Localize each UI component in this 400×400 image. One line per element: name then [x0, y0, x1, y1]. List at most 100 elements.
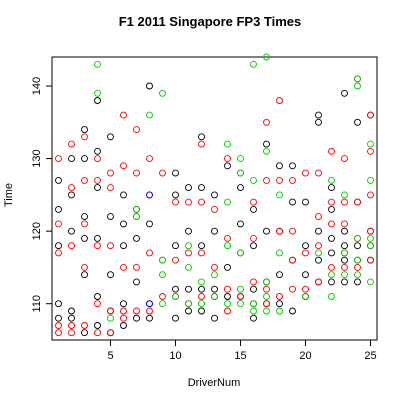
data-point [302, 285, 309, 293]
data-point [146, 191, 153, 199]
data-point [94, 60, 101, 68]
data-point [185, 227, 192, 235]
data-point [328, 249, 335, 257]
data-point [315, 242, 322, 250]
data-point [81, 126, 88, 134]
data-point [341, 191, 348, 199]
data-point [172, 256, 179, 264]
data-point [263, 118, 270, 126]
data-point [341, 89, 348, 97]
data-point [289, 176, 296, 184]
data-point [315, 111, 322, 119]
data-point [94, 234, 101, 242]
data-point [198, 293, 205, 300]
data-point [263, 140, 270, 148]
data-point [315, 118, 322, 126]
data-point [237, 249, 244, 257]
x-axis-label: DriverNum [188, 377, 241, 389]
data-point [159, 169, 166, 177]
data-point [302, 198, 309, 206]
data-point [185, 263, 192, 271]
data-point [237, 155, 244, 163]
x-tick-label: 15 [234, 350, 246, 362]
data-point [237, 184, 244, 192]
data-point [55, 314, 62, 322]
data-point [328, 147, 335, 155]
data-point [276, 191, 283, 199]
data-point [172, 293, 179, 300]
data-point [185, 300, 192, 308]
data-point [68, 227, 75, 235]
data-point [172, 191, 179, 199]
data-point [315, 169, 322, 177]
data-point [198, 133, 205, 141]
data-points [55, 53, 374, 337]
data-point [354, 118, 361, 126]
data-point [237, 285, 244, 293]
data-point [315, 213, 322, 221]
data-point [120, 322, 127, 329]
data-point [289, 198, 296, 206]
data-point [68, 307, 75, 315]
data-point [55, 322, 62, 329]
data-point [94, 176, 101, 184]
data-point [354, 198, 361, 206]
data-point [133, 213, 140, 221]
data-point [159, 89, 166, 97]
data-point [341, 263, 348, 271]
data-point [185, 249, 192, 257]
data-point [224, 285, 231, 293]
data-point [224, 263, 231, 271]
data-point [263, 293, 270, 300]
data-point [237, 293, 244, 300]
data-point [68, 242, 75, 250]
data-point [276, 307, 283, 315]
data-point [55, 155, 62, 163]
data-point [211, 205, 218, 213]
data-point [302, 293, 309, 300]
data-point [120, 111, 127, 119]
data-point [354, 234, 361, 242]
data-point [276, 300, 283, 308]
data-point [120, 307, 127, 315]
data-point [146, 82, 153, 90]
data-point [198, 278, 205, 286]
data-point [81, 263, 88, 271]
data-point [328, 184, 335, 192]
y-axis: 110 120 130 140 [31, 77, 53, 312]
data-point [81, 176, 88, 184]
data-point [250, 176, 257, 184]
data-point [198, 285, 205, 293]
data-point [94, 147, 101, 155]
data-point [328, 278, 335, 286]
data-point [120, 162, 127, 170]
y-tick-label: 120 [31, 222, 43, 240]
data-point [224, 198, 231, 206]
data-point [328, 234, 335, 242]
data-point [146, 300, 153, 308]
data-point [367, 242, 374, 250]
data-point [55, 220, 62, 228]
data-point [120, 263, 127, 271]
data-point [250, 300, 257, 308]
data-point [172, 169, 179, 177]
data-point [94, 300, 101, 308]
data-point [81, 213, 88, 221]
data-point [237, 220, 244, 228]
data-point [81, 329, 88, 337]
data-point [237, 169, 244, 177]
data-point [94, 89, 101, 97]
data-point [81, 133, 88, 141]
data-point [289, 256, 296, 264]
data-point [185, 198, 192, 206]
data-point [224, 155, 231, 163]
data-point [94, 322, 101, 329]
data-point [315, 278, 322, 286]
data-point [302, 169, 309, 177]
data-point [107, 307, 114, 315]
data-point [250, 242, 257, 250]
data-point [185, 184, 192, 192]
data-point [94, 184, 101, 192]
data-point [68, 329, 75, 337]
